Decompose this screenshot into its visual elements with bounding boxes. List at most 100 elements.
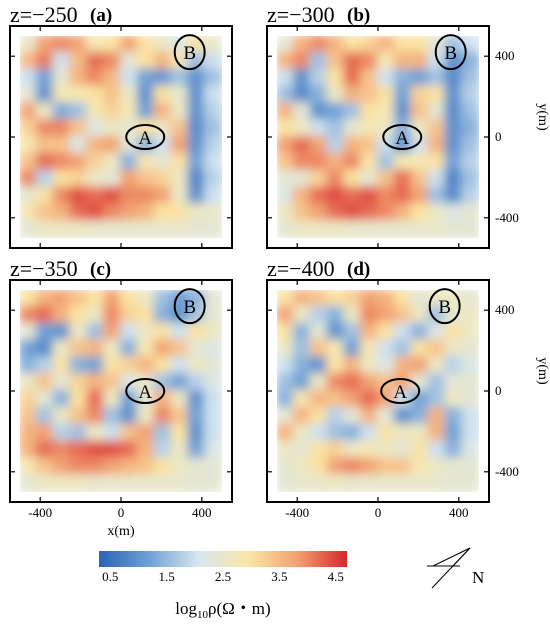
heatmap-cell [52,152,72,172]
heatmap-cell [69,423,89,443]
heatmap-cell [292,186,312,206]
heatmap-cell [427,339,447,359]
heatmap-cell [187,51,207,71]
heatmap-cell [292,169,312,189]
heatmap-cell [86,305,106,325]
heatmap-cell [187,322,207,342]
heatmap-cell [410,36,430,54]
heatmap-cell [136,390,156,409]
heatmap-cell [136,356,156,376]
heatmap-cell [427,152,447,172]
heatmap-cell [277,423,295,443]
heatmap-cell [69,169,89,189]
heatmap-cell [277,440,295,460]
annotation-label: B [183,43,196,64]
heatmap-cell [52,102,72,122]
heatmap-cell [120,152,139,172]
panel-d: z=−400 (d) -400 0 400 400 0 -400 y(m) A B [266,256,550,520]
heatmap-cell [35,85,55,105]
heatmap-cell [360,136,379,155]
colorbar-tick-label: 2.5 [215,569,231,584]
heatmap-cell [292,305,312,325]
heatmap-cell [343,423,363,443]
heatmap-cell [309,457,329,477]
heatmap-cell [153,169,173,189]
heatmap-cell [69,36,89,54]
heatmap-cell [120,85,139,105]
heatmap-cell [393,390,413,409]
heatmap-cell [360,36,379,54]
heatmap-cell [292,339,312,359]
heatmap-cell [292,457,312,477]
heatmap-cell [86,220,106,238]
heatmap-cell [20,440,38,460]
heatmap-cell [35,36,55,54]
heatmap-cell [187,457,207,477]
heatmap-cell [35,152,55,172]
heatmap-cell [20,85,38,105]
heatmap-cell [393,356,413,376]
heatmap-cell [35,406,55,426]
heatmap-cell [326,102,346,122]
heatmap-cell [444,85,464,105]
colorbar-ramp [99,551,347,567]
heatmap-cell [427,186,447,206]
x-axis-label: x(m) [107,524,135,539]
heatmap-cell [170,119,190,138]
heatmap-cell [343,220,363,238]
heatmap-cell [461,356,479,376]
heatmap-cell [427,305,447,325]
panel-label: (b) [347,5,370,26]
heatmap-cell [393,220,413,238]
heatmap-cell [427,102,447,122]
heatmap-cell [277,220,295,238]
heatmap-cell [204,152,222,172]
annotation-A: A [125,378,166,404]
heatmap-cell [170,186,190,206]
heatmap-cell [103,136,122,155]
panel-label: (a) [90,5,112,26]
heatmap-cell [103,186,122,206]
heatmap-cell [277,305,295,325]
heatmap [277,36,479,238]
heatmap-cell [52,169,72,189]
heatmap-cell [309,290,329,308]
colorbar-label: log10ρ(Ω・m) [175,599,270,621]
heatmap-cell [309,136,329,155]
heatmap-cell [393,136,413,155]
heatmap-cell [86,290,106,308]
heatmap-cell [52,440,72,460]
heatmap-cell [360,85,379,105]
heatmap-cell [20,322,38,342]
heatmap-cell [35,169,55,189]
heatmap-cell [136,152,156,172]
heatmap-cell [170,85,190,105]
heatmap-cell [461,119,479,138]
heatmap-cell [427,440,447,460]
heatmap-cell [170,373,190,392]
heatmap-cell [309,440,329,460]
heatmap-cell [35,440,55,460]
heatmap-cell [103,373,122,392]
heatmap-cell [20,373,38,392]
heatmap-cell [20,474,38,492]
heatmap-cell [393,68,413,88]
heatmap-cell [20,290,38,308]
heatmap-cell [153,85,173,105]
annotation-label: B [444,43,457,64]
heatmap-cell [170,440,190,460]
heatmap-cell [153,406,173,426]
heatmap-cell [410,51,430,71]
colorbar-tick-label: 4.5 [328,569,344,584]
heatmap-cell [86,51,106,71]
heatmap-cell [52,390,72,409]
heatmap-cell [277,85,295,105]
heatmap-cell [52,36,72,54]
heatmap-cell [360,474,379,492]
panel-title: z=−250 [10,2,78,27]
heatmap-cell [187,85,207,105]
heatmap-cell [204,51,222,71]
heatmap-cell [120,373,139,392]
heatmap-cell [461,220,479,238]
annotation-label: A [138,382,152,403]
